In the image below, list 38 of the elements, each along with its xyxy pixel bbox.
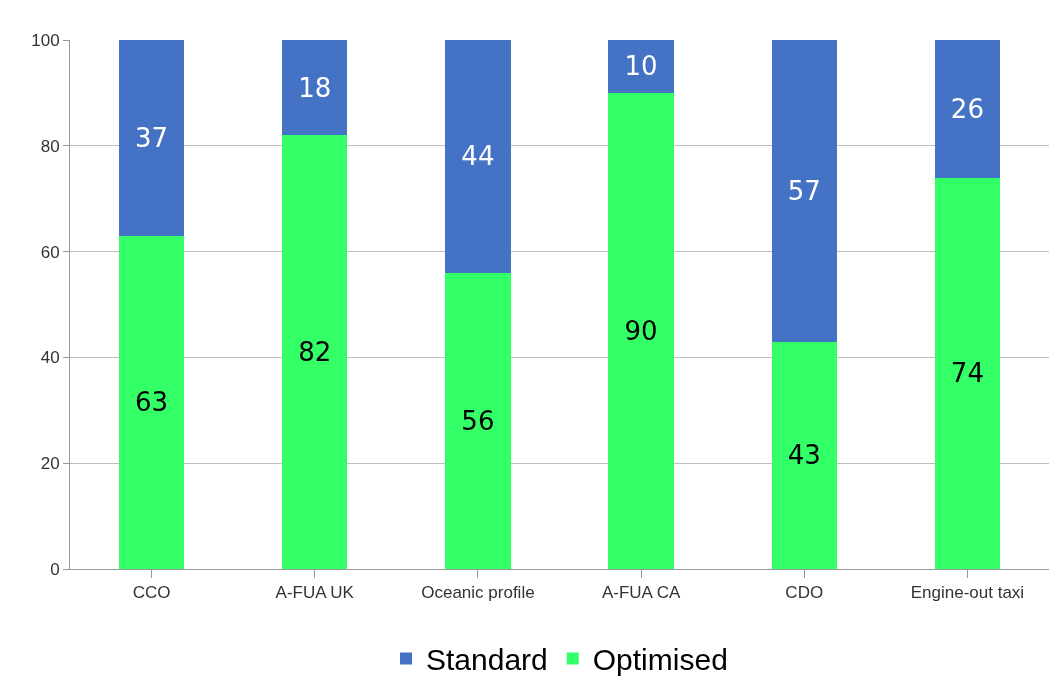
bar	[934, 40, 1001, 178]
data-label: 74	[950, 358, 984, 389]
bar	[282, 135, 348, 569]
y-tick-label: 40	[40, 348, 60, 368]
bar	[445, 40, 511, 273]
x-tick-label: Engine-out taxi	[910, 583, 1025, 603]
data-label: 57	[787, 175, 821, 206]
data-label: 43	[787, 440, 821, 471]
data-label: 44	[461, 141, 495, 172]
data-label: 63	[135, 387, 169, 418]
x-tick-label: CDO	[785, 583, 824, 603]
bar	[445, 272, 511, 569]
x-tick-label: A-FUA CA	[601, 583, 681, 603]
bar	[608, 40, 674, 93]
data-label: 18	[298, 72, 332, 103]
data-label: 82	[298, 337, 332, 368]
y-tick-label: 60	[40, 242, 60, 262]
bar	[282, 40, 348, 136]
legend-label: Standard	[426, 643, 548, 677]
data-label: 37	[135, 122, 169, 153]
y-tick-label: 80	[40, 136, 60, 156]
y-tick-label: 20	[40, 454, 60, 474]
bar	[118, 40, 185, 236]
data-label: 10	[624, 51, 658, 82]
bar	[771, 341, 837, 569]
legend-label: Optimised	[592, 643, 728, 677]
bar	[934, 177, 1001, 569]
data-label: 90	[624, 315, 658, 346]
data-label: 26	[950, 93, 984, 124]
x-tick-label: A-FUA UK	[275, 583, 355, 603]
y-tick-label: 0	[50, 559, 60, 579]
x-tick-label: CCO	[132, 583, 171, 603]
data-label: 56	[461, 405, 495, 436]
bar	[608, 92, 674, 569]
y-tick-label: 100	[31, 30, 60, 50]
bar	[118, 235, 185, 569]
x-tick-label: Oceanic profile	[421, 583, 535, 603]
bar	[771, 40, 837, 342]
